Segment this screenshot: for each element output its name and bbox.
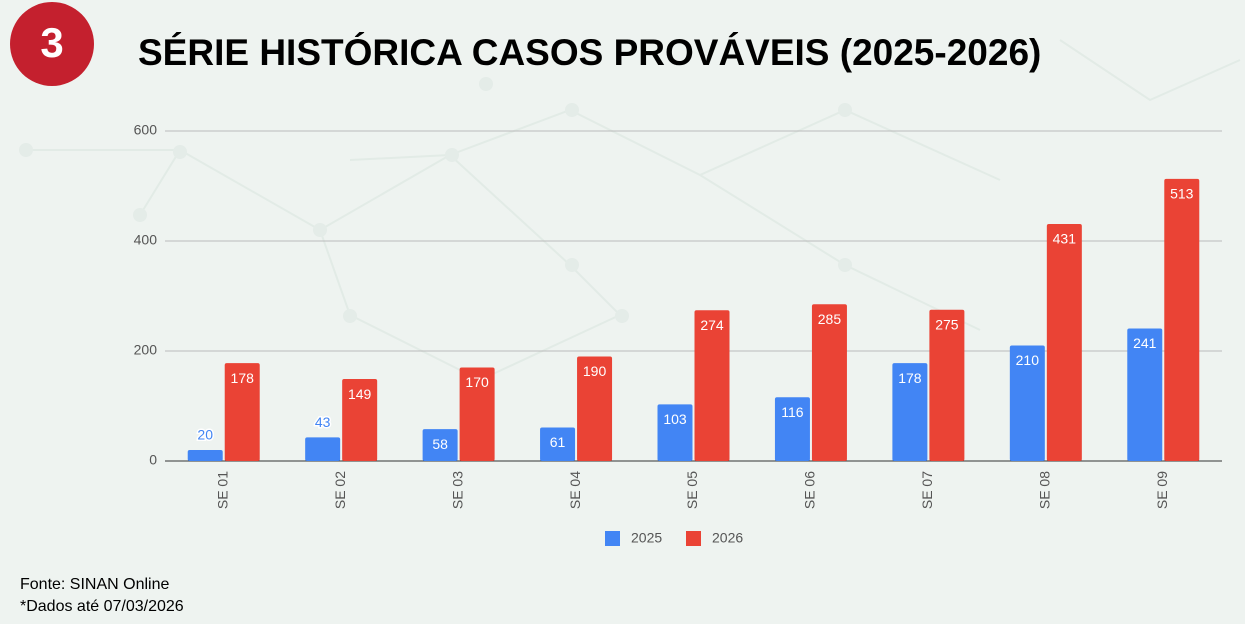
data-label: 178 — [898, 370, 922, 386]
legend-label: 2026 — [712, 530, 743, 546]
data-label: 149 — [348, 386, 372, 402]
data-label: 103 — [663, 411, 687, 427]
data-label: 190 — [583, 363, 607, 379]
bar — [540, 427, 576, 461]
x-tick-label: SE 07 — [919, 471, 935, 509]
data-label: 61 — [550, 434, 566, 450]
data-label: 241 — [1133, 335, 1157, 351]
x-tick-label: SE 02 — [332, 471, 348, 509]
data-label: 116 — [781, 404, 804, 420]
bar — [1009, 345, 1045, 461]
decor-dots — [19, 77, 852, 323]
bar — [929, 309, 965, 461]
bar — [1127, 328, 1163, 461]
data-label: 178 — [231, 370, 255, 386]
bar — [774, 397, 810, 461]
x-tick-label: SE 05 — [684, 471, 700, 509]
data-label: 170 — [465, 374, 489, 390]
bar — [342, 379, 378, 461]
x-tick-label: SE 01 — [214, 471, 230, 509]
y-tick-label: 400 — [134, 232, 158, 248]
bar — [657, 404, 693, 461]
data-label: 210 — [1016, 352, 1040, 368]
bar — [892, 363, 928, 461]
footnote: *Dados até 07/03/2026 — [20, 598, 184, 615]
x-tick-label: SE 03 — [449, 471, 465, 509]
legend-swatch — [686, 531, 701, 546]
legend-label: 2025 — [631, 530, 662, 546]
badge-number: 3 — [40, 19, 63, 66]
bar — [1164, 178, 1200, 461]
y-tick-label: 200 — [134, 342, 158, 358]
badge — [10, 2, 94, 86]
bar — [305, 437, 341, 461]
bar — [1046, 223, 1082, 461]
bar — [422, 429, 458, 461]
data-label: 20 — [197, 427, 213, 443]
data-label: 58 — [432, 436, 448, 452]
x-tick-label: SE 04 — [567, 471, 583, 509]
data-label: 431 — [1053, 231, 1077, 247]
y-tick-label: 600 — [134, 122, 158, 138]
bar — [577, 356, 613, 461]
chart-title: SÉRIE HISTÓRICA CASOS PROVÁVEIS (2025-20… — [138, 31, 1041, 73]
bar — [811, 304, 847, 461]
data-label: 285 — [818, 311, 842, 327]
data-label: 43 — [315, 414, 331, 430]
x-tick-label: SE 09 — [1154, 471, 1170, 509]
footnote: Fonte: SINAN Online — [20, 576, 170, 593]
data-label: 275 — [935, 316, 959, 332]
y-tick-label: 0 — [149, 452, 157, 468]
legend-swatch — [605, 531, 620, 546]
data-label: 513 — [1170, 186, 1194, 202]
bar — [694, 310, 730, 461]
bar — [459, 367, 495, 461]
x-tick-label: SE 08 — [1037, 471, 1053, 509]
data-label: 274 — [700, 317, 724, 333]
x-tick-label: SE 06 — [802, 471, 818, 509]
bar — [187, 450, 223, 461]
bar — [224, 363, 260, 461]
